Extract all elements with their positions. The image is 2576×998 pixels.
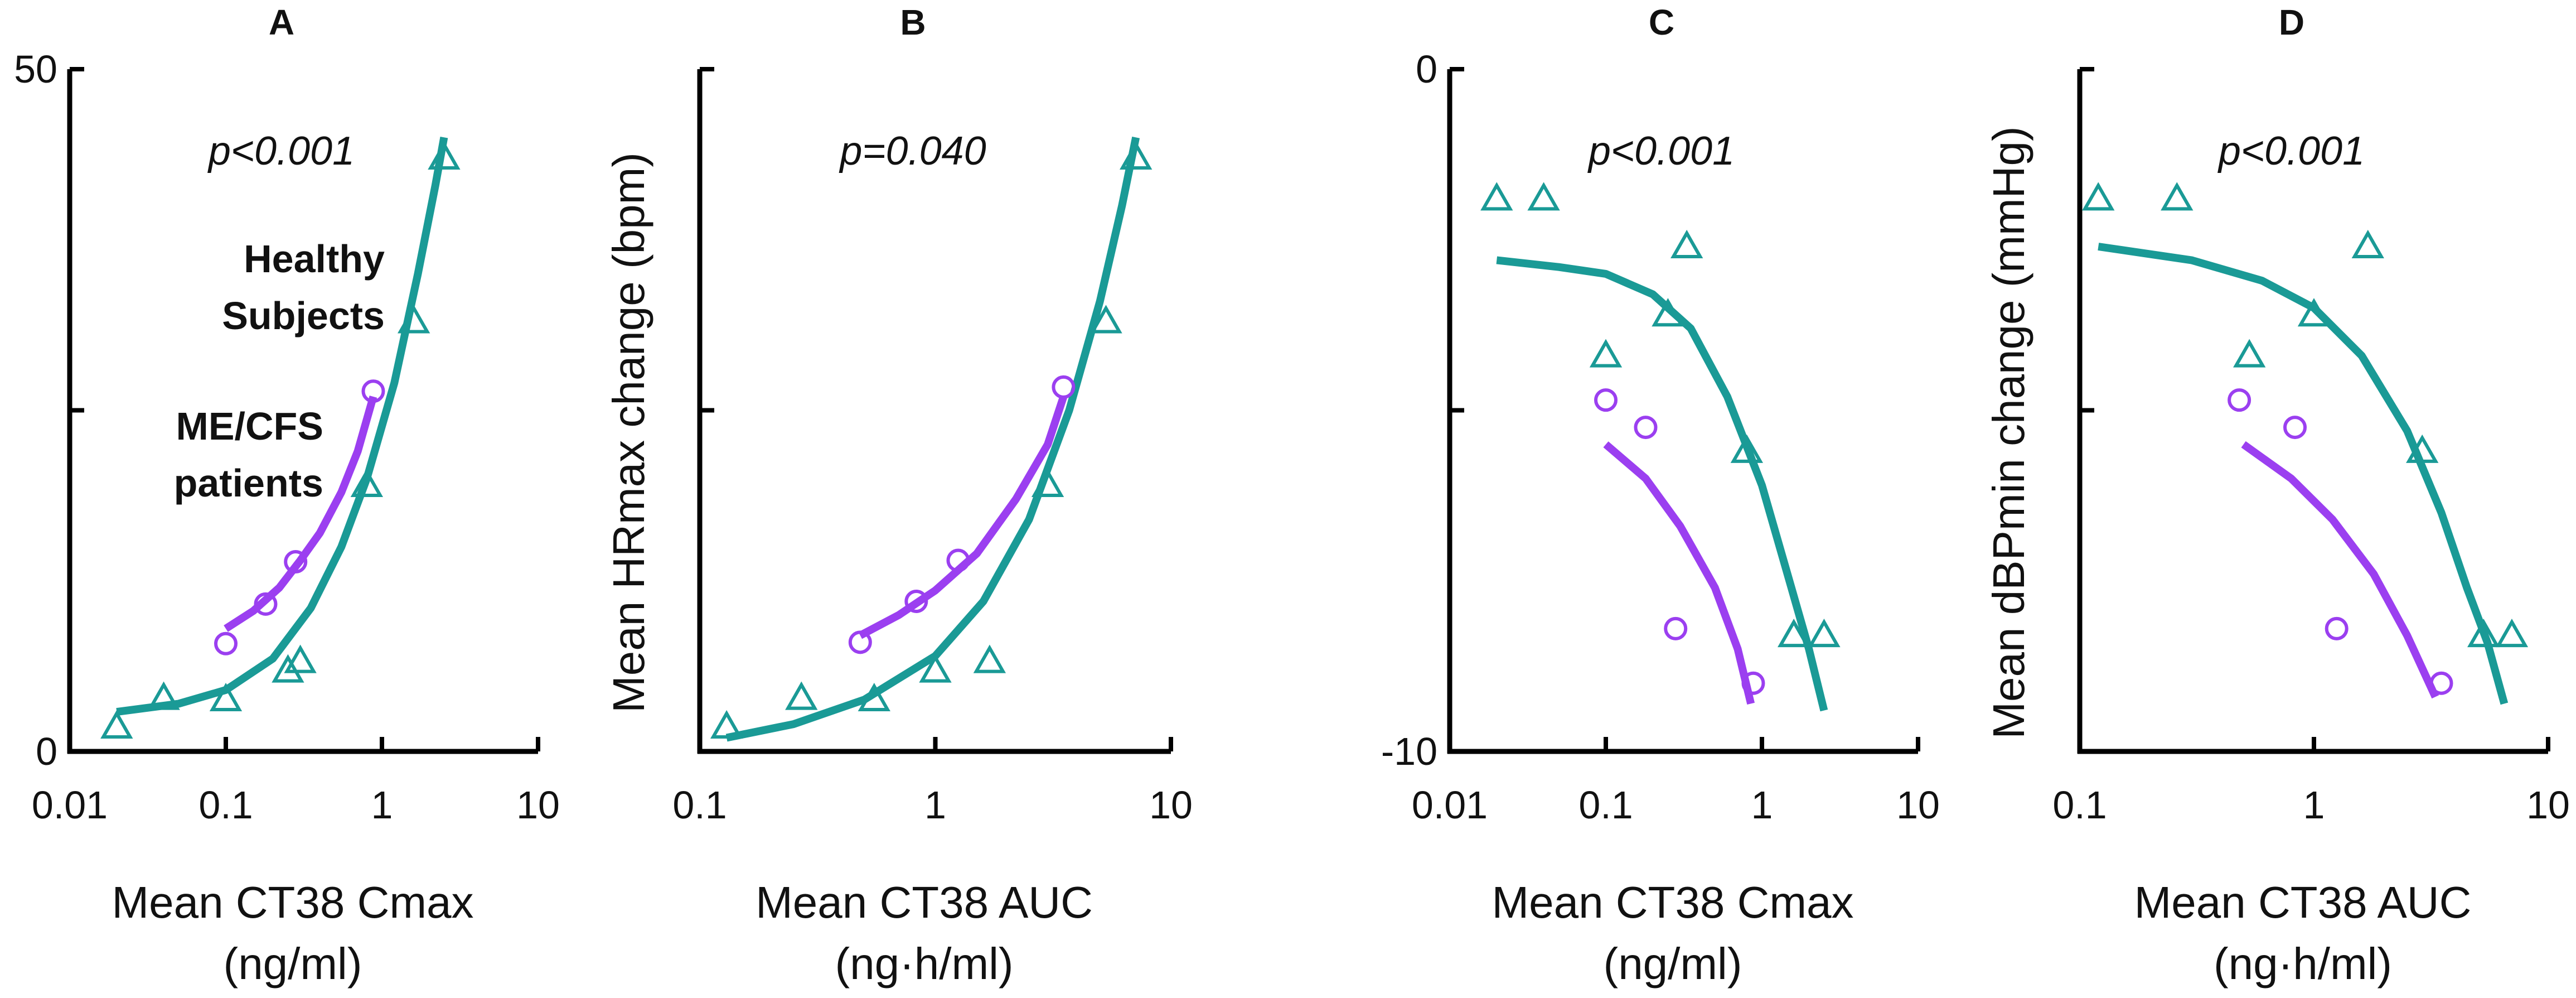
panel-c-x-tick-label: 0.1 xyxy=(1578,783,1633,827)
panel-b-mecfs-point xyxy=(904,589,928,613)
panel-b-x-tick-label: 1 xyxy=(924,783,946,827)
panel-c-mecfs-point xyxy=(1634,416,1658,440)
panel-c-mecfs-point xyxy=(1594,388,1618,412)
panel-a-legend-mecfs-line2: patients xyxy=(174,461,323,505)
panel-b-mecfs-fit-line xyxy=(858,395,1068,639)
panel-a-x-tick-label: 1 xyxy=(371,783,393,827)
panel-a-y-tick-label: 50 xyxy=(14,47,57,91)
panel-a-mecfs-point xyxy=(254,592,278,616)
panel-c-healthy-point xyxy=(1730,434,1764,463)
panel-b-x-tick-label: 10 xyxy=(1149,783,1193,827)
panel-c-healthy-point xyxy=(1480,182,1513,211)
panel-d-ylabel: Mean dBPmin change (mmHg) xyxy=(1984,126,2033,739)
panel-d-healthy-point xyxy=(2467,619,2500,648)
panel-b-healthy-point xyxy=(919,654,952,683)
panel-b-healthy-point xyxy=(1031,468,1064,498)
panel-d-x-tick-label: 0.1 xyxy=(2052,783,2107,827)
panel-c-label: C xyxy=(1649,2,1674,42)
panel-c-y-tick-label: 0 xyxy=(1416,47,1437,91)
panel-b-healthy-point xyxy=(858,683,890,712)
panel-c-x-tick-label: 10 xyxy=(1896,783,1940,827)
panel-c-healthy-fit-line xyxy=(1496,256,1828,712)
panel-a-label: A xyxy=(269,2,294,42)
panel-a-healthy-point xyxy=(350,468,384,498)
panel-d-healthy-point xyxy=(2161,182,2194,211)
panel-d-healthy-point xyxy=(2495,619,2529,648)
panel-b-x-tick-label: 0.1 xyxy=(672,783,727,827)
panel-a-healthy-fit-line xyxy=(116,137,448,716)
panel-b-healthy-point xyxy=(973,644,1006,673)
panel-d-x-tick-label: 1 xyxy=(2303,783,2325,827)
panel-c-xlabel: Mean CT38 Cmax xyxy=(1492,878,1853,927)
panel-b-mecfs-point xyxy=(848,630,872,654)
panel-b-p-value: p=0.040 xyxy=(839,129,986,173)
panel-d-mecfs-point xyxy=(2228,388,2251,412)
panel-c-x-tick-label: 1 xyxy=(1751,783,1773,827)
panel-c-mecfs-point xyxy=(1741,671,1765,695)
panel-a-x-tick-label: 0.01 xyxy=(32,783,108,827)
panel-a-xlabel-units: (ng/ml) xyxy=(224,939,362,989)
panel-a-mecfs-point xyxy=(284,550,308,574)
panel-b-healthy-fit-line xyxy=(725,136,1140,742)
panel-d-mecfs-point xyxy=(2429,671,2453,695)
panel-a-legend-healthy-line1: Healthy xyxy=(244,237,385,281)
panel-d-healthy-fit-line xyxy=(2098,243,2509,705)
panel-a-xlabel: Mean CT38 Cmax xyxy=(112,878,473,927)
panel-a-mecfs-point xyxy=(361,379,385,403)
panel-b-healthy-point xyxy=(710,710,743,739)
panel-a-healthy-point xyxy=(428,141,461,170)
panel-d-healthy-point xyxy=(2297,298,2331,327)
panel-d-healthy-point xyxy=(2082,182,2115,211)
panel-b-healthy-point xyxy=(1090,305,1122,334)
panel-c-mecfs-point xyxy=(1664,616,1688,640)
panel-c-mecfs-fit-line xyxy=(1603,441,1755,705)
panel-a-legend-healthy-line2: Subjects xyxy=(222,294,385,338)
panel-d-xlabel-units: (ng·h/ml) xyxy=(2214,939,2392,989)
panel-b-mecfs-point xyxy=(946,548,970,572)
panel-b-healthy-point xyxy=(785,681,818,710)
panel-d-p-value: p<0.001 xyxy=(2217,129,2365,173)
panel-b-healthy-point xyxy=(1119,141,1153,170)
panel-a-healthy-point xyxy=(209,683,243,712)
panel-d-mecfs-point xyxy=(2283,416,2307,440)
panel-a-y-tick-label: 0 xyxy=(36,730,57,773)
panel-a-healthy-point xyxy=(272,654,304,683)
panel-a-healthy-point xyxy=(397,305,430,334)
panel-d-mecfs-fit-line xyxy=(2241,441,2439,699)
panel-b-ylabel: Mean HRmax change (bpm) xyxy=(604,152,653,713)
panel-b-mecfs-point xyxy=(1052,375,1076,399)
panel-c-y-tick-label: -10 xyxy=(1381,730,1437,773)
panel-c-healthy-point xyxy=(1808,619,1841,648)
panel-a-x-tick-label: 10 xyxy=(516,783,560,827)
panel-c-healthy-point xyxy=(1589,339,1623,368)
panel-b-xlabel: Mean CT38 AUC xyxy=(756,878,1093,927)
panel-c-xlabel-units: (ng/ml) xyxy=(1604,939,1742,989)
panel-a-healthy-point xyxy=(100,710,133,739)
panel-c-healthy-point xyxy=(1670,229,1703,258)
panel-d-x-tick-label: 10 xyxy=(2526,783,2570,827)
panel-d-healthy-point xyxy=(2351,229,2384,258)
panel-a-healthy-point xyxy=(284,644,317,673)
panel-d-healthy-point xyxy=(2233,339,2266,368)
panel-c-healthy-point xyxy=(1777,619,1810,648)
panel-d-label: D xyxy=(2279,2,2304,42)
panel-a-mecfs-point xyxy=(214,631,238,655)
panel-b-xlabel-units: (ng·h/ml) xyxy=(835,939,1013,989)
panel-d-mecfs-point xyxy=(2325,616,2349,640)
panel-c-healthy-point xyxy=(1652,298,1684,327)
panel-a-legend-mecfs-line1: ME/CFS xyxy=(176,404,323,448)
panel-d-healthy-point xyxy=(2406,434,2439,463)
panel-c-healthy-point xyxy=(1527,182,1560,211)
panel-a-healthy-point xyxy=(147,681,180,710)
panel-c-p-value: p<0.001 xyxy=(1587,129,1735,173)
panel-a-x-tick-label: 0.1 xyxy=(198,783,253,827)
panel-a-p-value: p<0.001 xyxy=(207,129,355,173)
panel-c-x-tick-label: 0.01 xyxy=(1412,783,1488,827)
panel-b-label: B xyxy=(900,2,926,42)
panel-d-xlabel: Mean CT38 AUC xyxy=(2134,878,2472,927)
